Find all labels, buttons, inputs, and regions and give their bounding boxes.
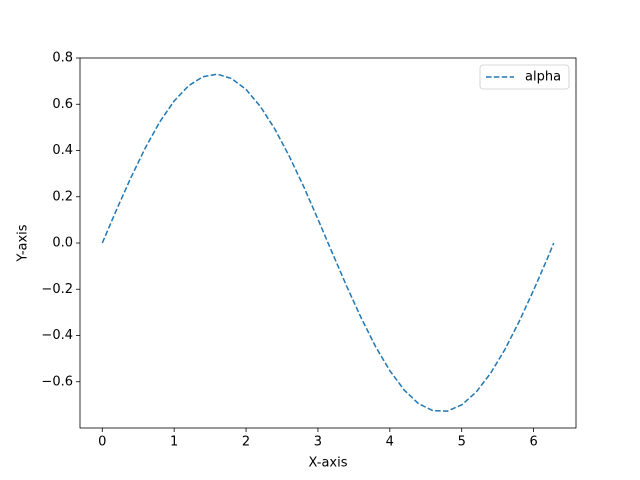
- x-tick-label: 4: [386, 435, 394, 450]
- y-tick-label: −0.4: [41, 328, 73, 343]
- legend-label: alpha: [525, 70, 561, 85]
- y-tick-label: 0.0: [52, 236, 73, 251]
- x-tick-label: 1: [170, 435, 178, 450]
- line: [101, 73, 555, 412]
- y-axis-label: Y-axis: [16, 224, 31, 262]
- y-tick-label: 0.2: [52, 189, 73, 204]
- legend-box: [479, 64, 570, 90]
- y-tick-label: −0.2: [41, 282, 73, 297]
- x-tick-label: 5: [458, 435, 466, 450]
- x-tick-label: 2: [242, 435, 250, 450]
- y-tick-label: 0.8: [52, 51, 73, 66]
- x-axis-label: X-axis: [309, 456, 348, 471]
- y-tick-label: 0.6: [52, 97, 73, 112]
- x-tick-label: 0: [98, 435, 106, 450]
- x-tick-label: 6: [529, 435, 537, 450]
- plot-frame: [79, 57, 577, 429]
- y-tick-label: 0.4: [52, 143, 73, 158]
- y-tick-label: −0.6: [41, 374, 73, 389]
- x-tick-label: 3: [314, 435, 322, 450]
